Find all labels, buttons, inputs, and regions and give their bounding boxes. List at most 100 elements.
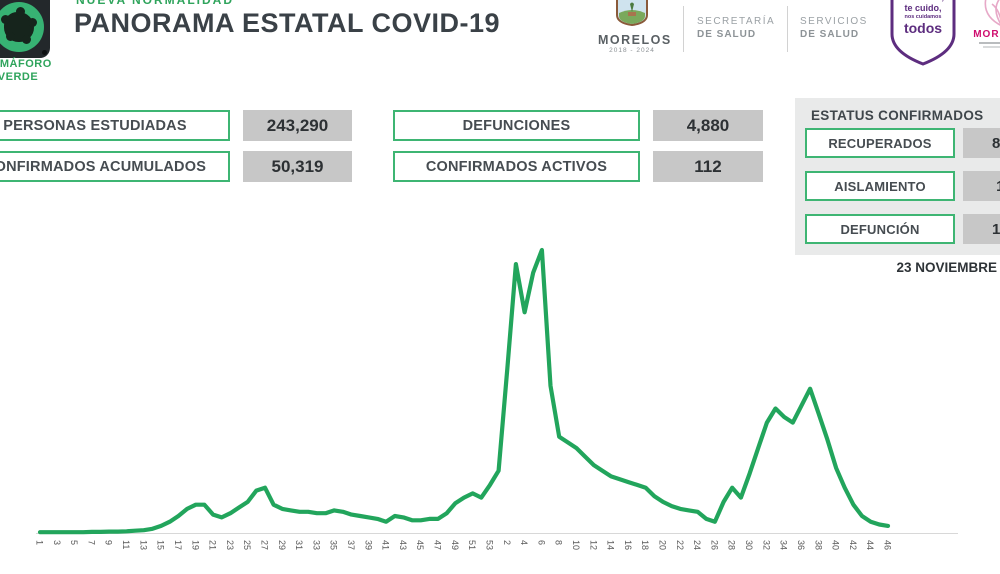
status-label-defuncion: DEFUNCIÓN	[805, 214, 955, 244]
crest-admin-period: 2018 - 2024	[609, 47, 655, 54]
secretaria-de-salud-logo: SECRETARÍA DE SALUD	[697, 16, 775, 40]
x-tick-label: 43	[398, 540, 408, 550]
cuido-line1: me cuido,	[884, 0, 962, 3]
stat-label-text: CONFIRMADOS ACTIVOS	[425, 158, 608, 175]
semaforo-caption: SEMÁFORO VERDE	[0, 58, 68, 84]
stat-label-confirmados-acumulados: CONFIRMADOS ACUMULADOS	[0, 151, 230, 182]
virus-spike-icon	[28, 18, 37, 27]
x-tick-label: 26	[709, 540, 719, 550]
servicios-line1: SERVICIOS	[800, 16, 868, 27]
virus-spike-icon	[6, 32, 15, 41]
status-value-defuncion: 10%	[963, 214, 1000, 244]
status-value-aislamiento: 1%	[963, 171, 1000, 201]
x-tick-label: 46	[883, 540, 893, 550]
status-panel-title: ESTATUS CONFIRMADOS	[811, 108, 984, 123]
x-tick-label: 22	[675, 540, 685, 550]
x-axis-tick-labels: 1 3 5 7 9 11 13 15 17 19 21 23 25 27 29 31 33 35 37 39 41 43 4…	[35, 540, 893, 550]
stat-label-confirmados-activos: CONFIRMADOS ACTIVOS	[393, 151, 640, 182]
cuido-line2: te cuido,	[904, 3, 942, 13]
x-tick-label: 44	[865, 540, 875, 550]
x-tick-label: 29	[277, 540, 287, 550]
semaforo-traffic-light-logo	[0, 0, 50, 58]
x-tick-label: 4	[519, 540, 529, 545]
x-tick-label: 24	[692, 540, 702, 550]
x-tick-label: 2	[502, 540, 512, 545]
secretaria-line1: SECRETARÍA	[697, 16, 776, 27]
stat-value-defunciones: 4,880	[653, 110, 763, 141]
x-tick-label: 15	[156, 540, 166, 550]
x-tick-label: 14	[606, 540, 616, 550]
report-date: 23 NOVIEMBRE	[896, 260, 997, 275]
x-tick-label: 31	[294, 540, 304, 550]
x-tick-label: 45	[415, 540, 425, 550]
header-divider	[787, 6, 788, 52]
status-value-text: 10%	[991, 220, 1000, 238]
status-value-text: 88%	[991, 134, 1000, 152]
x-tick-label: 30	[744, 540, 754, 550]
stat-value-confirmados-acumulados: 50,319	[243, 151, 352, 182]
header-divider	[683, 6, 684, 52]
x-tick-label: 3	[52, 540, 62, 545]
x-tick-label: 20	[658, 540, 668, 550]
x-tick-label: 25	[242, 540, 252, 550]
stat-value-text: 112	[694, 156, 722, 176]
green-light-icon	[0, 2, 44, 52]
virus-spike-icon	[22, 35, 31, 44]
x-tick-label: 47	[433, 540, 443, 550]
x-tick-label: 32	[761, 540, 771, 550]
nueva-normalidad-badge: NUEVA NORMALIDAD	[76, 0, 234, 7]
flower-icon	[984, 0, 1000, 26]
brand-caption-bar	[983, 46, 1000, 48]
x-tick-label: 53	[485, 540, 495, 550]
x-tick-label: 23	[225, 540, 235, 550]
x-tick-label: 9	[104, 540, 114, 545]
x-tick-label: 34	[779, 540, 789, 550]
status-label-text: RECUPERADOS	[828, 135, 932, 151]
status-label-text: AISLAMIENTO	[834, 178, 926, 194]
x-tick-label: 12	[588, 540, 598, 550]
cases-line	[37, 247, 891, 535]
x-tick-label: 11	[121, 540, 131, 549]
stat-label-text: DEFUNCIONES	[462, 117, 571, 134]
x-tick-label: 37	[346, 540, 356, 550]
semaforo-caption-line2: VERDE	[0, 71, 39, 83]
screw-dot-icon	[42, 50, 47, 55]
x-tick-label: 13	[138, 540, 148, 550]
morelos-brand-logo: MORELOS	[956, 0, 1000, 48]
stat-value-personas-estudiadas: 243,290	[243, 110, 352, 141]
x-tick-label: 33	[311, 540, 321, 550]
x-tick-label: 41	[381, 540, 391, 550]
x-tick-label: 28	[727, 540, 737, 550]
x-tick-label: 49	[450, 540, 460, 550]
x-tick-label: 42	[848, 540, 858, 550]
x-tick-label: 6	[536, 540, 546, 545]
x-tick-label: 40	[831, 540, 841, 550]
x-tick-label: 18	[640, 540, 650, 550]
x-tick-label: 51	[467, 540, 477, 550]
x-tick-label: 5	[69, 540, 79, 545]
x-tick-label: 27	[260, 540, 270, 550]
me-cuido-text: me cuido, te cuido, nos cuidamos todos	[884, 0, 962, 36]
x-tick-label: 7	[86, 540, 96, 545]
servicios-de-salud-logo: SERVICIOS DE SALUD	[800, 16, 868, 40]
status-label-text: DEFUNCIÓN	[840, 221, 920, 237]
stat-value-text: 4,880	[686, 115, 730, 135]
x-tick-label: 1	[35, 540, 45, 545]
brand-state-name: MORELOS	[973, 29, 1000, 40]
servicios-line2: DE SALUD	[800, 29, 860, 40]
stat-label-defunciones: DEFUNCIONES	[393, 110, 640, 141]
stat-value-text: 243,290	[266, 115, 329, 135]
stat-value-text: 50,319	[271, 156, 324, 176]
x-tick-label: 10	[571, 540, 581, 550]
status-label-aislamiento: AISLAMIENTO	[805, 171, 955, 201]
stat-label-personas-estudiadas: PERSONAS ESTUDIADAS	[0, 110, 230, 141]
x-tick-label: 19	[190, 540, 200, 550]
morelos-crest-logo: MORELOS 2018 - 2024	[598, 0, 670, 54]
shield-outline-icon	[890, 0, 956, 66]
x-tick-label: 35	[329, 540, 339, 550]
virus-spike-icon	[16, 7, 25, 16]
x-tick-label: 21	[208, 540, 218, 550]
semaforo-caption-line1: SEMÁFORO	[0, 58, 52, 70]
x-tick-label: 39	[363, 540, 373, 550]
